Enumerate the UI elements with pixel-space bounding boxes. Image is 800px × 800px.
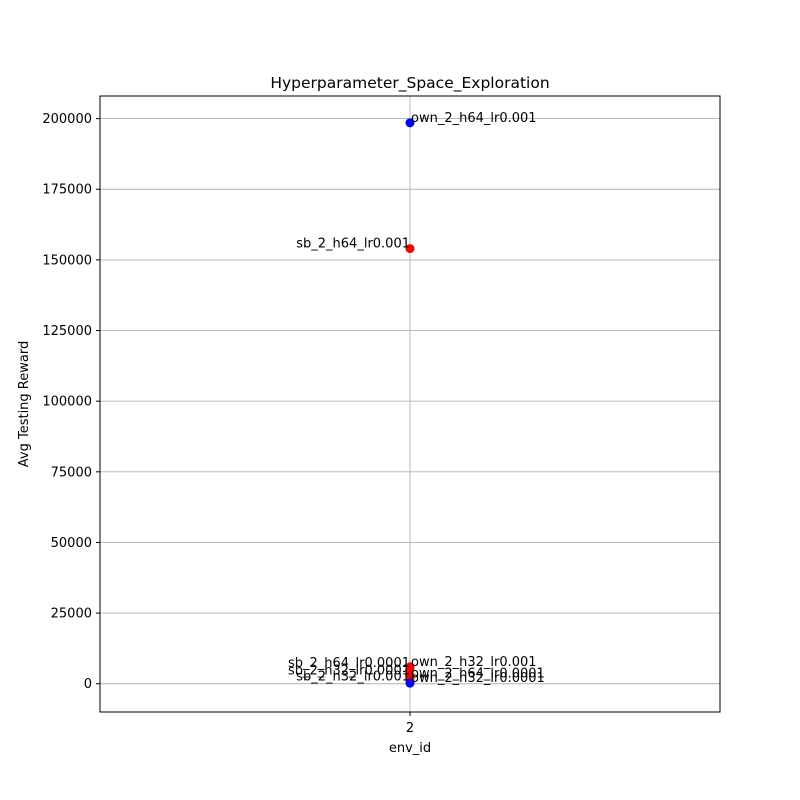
point-label: sb_2_h32_lr0.001 (296, 669, 410, 684)
point-label: own_2_h64_lr0.001 (411, 111, 537, 126)
data-point (405, 678, 415, 688)
data-point (405, 663, 415, 673)
y-axis-label: Avg Testing Reward (17, 341, 32, 467)
x-axis-label: env_id (389, 741, 431, 756)
chart-title: Hyperparameter_Space_Exploration (270, 74, 549, 93)
point-label: own_2_h32_lr0.0001 (411, 671, 545, 686)
y-tick-label: 50000 (51, 536, 92, 551)
data-point (405, 118, 415, 128)
y-tick-label: 0 (84, 677, 92, 692)
y-tick-label: 150000 (42, 253, 92, 268)
point-label: own_2_h32_lr0.001 (411, 655, 537, 670)
point-label: sb_2_h32_lr0.0001 (288, 663, 410, 678)
point-label: sb_2_h64_lr0.0001 (288, 656, 410, 671)
y-tick-label: 100000 (42, 395, 92, 410)
point-labels: own_2_h64_lr0.001 sb_2_h64_lr0.001 own_2_h… (288, 111, 545, 686)
grid-lines (100, 96, 720, 712)
x-axis-ticks: 2 (406, 712, 414, 736)
y-tick-label: 75000 (51, 465, 92, 480)
data-points (405, 118, 415, 688)
y-tick-label: 25000 (51, 607, 92, 622)
x-tick-label: 2 (406, 721, 414, 736)
y-axis-ticks: 0 25000 50000 75000 100000 125000 150000 175000… (42, 112, 100, 692)
y-tick-label: 200000 (42, 112, 92, 127)
y-tick-label: 175000 (42, 183, 92, 198)
data-point (405, 244, 415, 254)
y-tick-label: 125000 (42, 324, 92, 339)
point-label: sb_2_h64_lr0.001 (296, 237, 410, 252)
point-label: own_2_h64_lr0.0001 (411, 667, 545, 682)
